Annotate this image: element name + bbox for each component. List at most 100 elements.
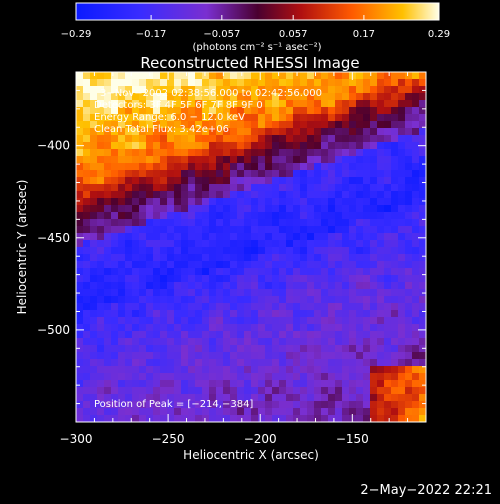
heatmap-cell <box>412 373 420 381</box>
heatmap-cell <box>391 380 399 388</box>
heatmap-cell <box>328 121 336 129</box>
heatmap-cell <box>223 72 231 80</box>
heatmap-cell <box>293 331 301 339</box>
heatmap-cell <box>118 121 126 129</box>
heatmap-cell <box>104 142 112 150</box>
heatmap-cell <box>405 408 413 416</box>
heatmap-cell <box>356 310 364 318</box>
heatmap-cell <box>167 275 175 283</box>
heatmap-cell <box>391 135 399 143</box>
heatmap-cell <box>314 310 322 318</box>
heatmap-cell <box>132 373 140 381</box>
heatmap-cell <box>384 352 392 360</box>
heatmap-cell <box>76 163 84 171</box>
heatmap-cell <box>419 205 426 213</box>
heatmap-cell <box>209 100 217 108</box>
heatmap-cell <box>307 289 315 297</box>
heatmap-cell <box>76 107 84 115</box>
heatmap-cell <box>300 72 308 80</box>
y-tick-label: −500 <box>37 323 70 337</box>
heatmap-cell <box>139 212 147 220</box>
heatmap-cell <box>370 198 378 206</box>
heatmap-cell <box>251 156 259 164</box>
heatmap-cell <box>146 345 154 353</box>
heatmap-cell <box>167 226 175 234</box>
heatmap-cell <box>293 296 301 304</box>
heatmap-cell <box>286 380 294 388</box>
heatmap-cell <box>398 205 406 213</box>
heatmap-cell <box>335 233 343 241</box>
heatmap-cell <box>104 79 112 87</box>
heatmap-cell <box>286 331 294 339</box>
heatmap-cell <box>377 128 385 136</box>
heatmap-cell <box>419 254 426 262</box>
heatmap-cell <box>251 184 259 192</box>
heatmap-cell <box>300 100 308 108</box>
heatmap-cell <box>181 380 189 388</box>
heatmap-cell <box>195 324 203 332</box>
heatmap-cell <box>314 79 322 87</box>
heatmap-cell <box>349 289 357 297</box>
heatmap-cell <box>153 177 161 185</box>
heatmap-cell <box>356 331 364 339</box>
heatmap-cell <box>384 233 392 241</box>
heatmap-cell <box>139 366 147 374</box>
heatmap-cell <box>265 191 273 199</box>
heatmap-cell <box>174 149 182 157</box>
heatmap-cell <box>286 310 294 318</box>
heatmap-cell <box>279 275 287 283</box>
heatmap-cell <box>132 296 140 304</box>
heatmap-cell <box>90 93 98 101</box>
heatmap-cell <box>398 331 406 339</box>
heatmap-cell <box>167 107 175 115</box>
heatmap-cell <box>167 191 175 199</box>
heatmap-cell <box>286 338 294 346</box>
heatmap-cell <box>321 401 329 409</box>
time-range-annotation: 3−Nov−2002 02:38:56.000 to 02:42:56.000 <box>100 88 322 99</box>
heatmap-cell <box>377 387 385 395</box>
heatmap-cell <box>405 254 413 262</box>
heatmap-cell <box>412 345 420 353</box>
heatmap-cell <box>321 198 329 206</box>
heatmap-cell <box>356 177 364 185</box>
heatmap-cell <box>216 226 224 234</box>
heatmap-cell <box>132 177 140 185</box>
heatmap-cell <box>125 408 133 416</box>
heatmap-cell <box>328 247 336 255</box>
heatmap-cell <box>335 317 343 325</box>
heatmap-cell <box>202 254 210 262</box>
heatmap-cell <box>181 128 189 136</box>
heatmap-cell <box>419 317 426 325</box>
heatmap-cell <box>356 142 364 150</box>
heatmap-cell <box>321 303 329 311</box>
heatmap-cell <box>265 289 273 297</box>
heatmap-cell <box>384 345 392 353</box>
heatmap-cell <box>174 359 182 367</box>
heatmap-cell <box>160 401 168 409</box>
heatmap-cell <box>342 331 350 339</box>
heatmap-cell <box>321 408 329 416</box>
heatmap-cell <box>286 296 294 304</box>
heatmap-cell <box>153 114 161 122</box>
heatmap-cell <box>160 163 168 171</box>
heatmap-cell <box>195 149 203 157</box>
heatmap-cell <box>307 394 315 402</box>
heatmap-cell <box>111 184 119 192</box>
heatmap-cell <box>335 93 343 101</box>
heatmap-cell <box>251 394 259 402</box>
heatmap-cell <box>321 226 329 234</box>
heatmap-cell <box>202 310 210 318</box>
heatmap-cell <box>321 100 329 108</box>
heatmap-cell <box>160 177 168 185</box>
heatmap-cell <box>139 275 147 283</box>
heatmap-cell <box>188 289 196 297</box>
heatmap-cell <box>76 177 84 185</box>
heatmap-cell <box>398 142 406 150</box>
heatmap-cell <box>181 233 189 241</box>
heatmap-cell <box>174 324 182 332</box>
heatmap-cell <box>202 198 210 206</box>
heatmap-cell <box>370 226 378 234</box>
heatmap-cell <box>132 128 140 136</box>
heatmap-cell <box>160 310 168 318</box>
